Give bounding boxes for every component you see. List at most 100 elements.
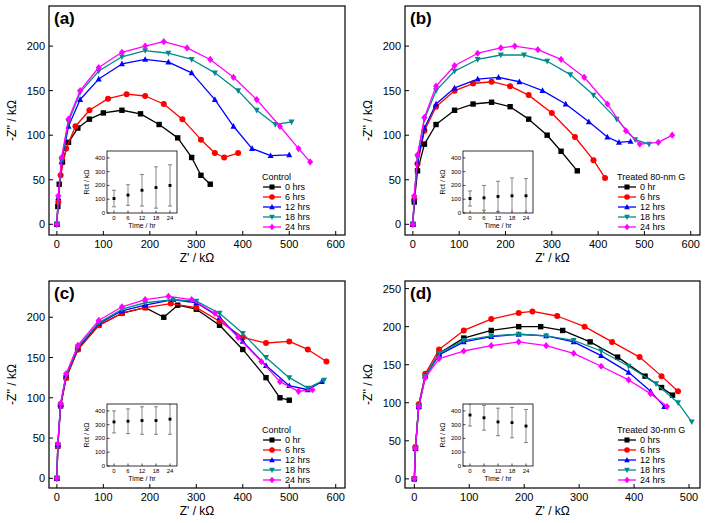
error-bar (140, 174, 144, 206)
inset-x-tick-label: 6 (482, 215, 486, 221)
series-line (57, 300, 322, 479)
panel: 0100200300400500050100150200250Z' / kΩ-Z… (361, 281, 700, 518)
inset-y-tick-label: 300 (451, 169, 462, 175)
error-bar (126, 409, 130, 434)
inset-y-tick (463, 438, 466, 439)
data-point (563, 101, 569, 107)
data-point (410, 222, 415, 227)
data-point (156, 122, 161, 127)
inset-y-tick (107, 199, 110, 200)
legend-label: 12 hrs (640, 202, 666, 212)
x-tick (634, 484, 635, 488)
x-tick-label: 200 (515, 491, 533, 503)
data-point (581, 74, 587, 81)
data-point (323, 359, 329, 365)
error-bar (482, 405, 486, 430)
data-point (179, 116, 185, 122)
legend-swatch-marker (269, 477, 275, 484)
y-tick-label: 150 (383, 359, 401, 371)
x-tick (335, 484, 336, 488)
y-tick-label: 200 (27, 40, 45, 52)
error-bar-cap (112, 432, 116, 433)
x-tick-label: 100 (460, 491, 478, 503)
legend: Control0 hr6 hrs12 hrs18 hrs24 hrs (262, 425, 311, 485)
data-point (512, 42, 518, 49)
y-tick (49, 90, 53, 91)
inset-data (112, 404, 172, 434)
data-point (664, 403, 670, 410)
inset-y-tick-label: 100 (95, 196, 106, 202)
y-tick-label: 200 (383, 40, 401, 52)
x-tick (469, 484, 470, 488)
inset-point (525, 425, 528, 428)
inset-x-tick-label: 0 (112, 215, 116, 221)
inset-x-tick (142, 211, 143, 214)
legend: Treated 30-nm G0 hrs6 hrs12 hrs18 hrs24 … (617, 425, 685, 485)
legend-swatch-marker (624, 477, 630, 484)
plot-data (410, 42, 675, 227)
x-tick-label: 500 (680, 491, 698, 503)
inset-point (127, 194, 130, 197)
data-point (54, 221, 60, 227)
data-point (240, 331, 246, 337)
legend-swatch-marker (269, 184, 274, 189)
data-point (105, 96, 111, 102)
data-point (648, 390, 654, 397)
error-bar (140, 407, 144, 435)
inset-point (483, 196, 486, 199)
x-tick (335, 231, 336, 235)
x-tick-label: 0 (411, 491, 417, 503)
data-point (286, 338, 292, 344)
plot-data (411, 308, 694, 482)
legend-label: 0 hrs (285, 182, 306, 192)
inset-x-axis-label: Time / hr (128, 222, 156, 229)
data-point (161, 101, 167, 107)
legend-swatch-marker (624, 184, 629, 189)
inset-x-tick (128, 464, 129, 467)
data-point (198, 137, 204, 143)
data-point (411, 475, 417, 482)
x-axis-label: Z' / kΩ (535, 504, 570, 518)
error-bar-stem (156, 407, 157, 435)
legend-label: 12 hrs (640, 455, 666, 465)
data-point (558, 149, 563, 154)
inset-x-tick-label: 12 (139, 468, 146, 474)
error-bar-cap (524, 442, 528, 443)
data-point (586, 119, 592, 125)
series-line (413, 82, 605, 225)
data-point (277, 123, 283, 130)
inset-x-tick (114, 211, 115, 214)
data-point (287, 398, 292, 403)
inset-x-tick-label: 12 (139, 215, 146, 221)
x-tick-label: 200 (141, 491, 159, 503)
x-tick-label: 200 (496, 238, 514, 250)
legend-title: Treated 30-nm G (617, 425, 685, 435)
inset-y-tick (463, 424, 466, 425)
y-axis-label: -Z'' / kΩ (361, 364, 375, 405)
series-line (57, 300, 324, 479)
data-point (516, 338, 522, 345)
x-tick-label: 400 (234, 491, 252, 503)
inset-point (155, 419, 158, 422)
data-point (268, 152, 274, 158)
data-point (587, 339, 592, 344)
data-point (96, 64, 102, 71)
y-tick (49, 46, 53, 47)
error-bar-cap (126, 184, 130, 185)
error-bar (510, 407, 514, 437)
data-point (452, 108, 457, 113)
data-point (189, 296, 195, 303)
data-point (230, 123, 236, 129)
series-line (57, 42, 310, 225)
inset-y-tick (107, 466, 110, 467)
legend-label: 0 hrs (640, 435, 661, 445)
x-tick (524, 484, 525, 488)
legend-label: 24 hrs (640, 222, 666, 232)
x-axis-label: Z' / kΩ (180, 504, 215, 518)
data-point (249, 145, 255, 151)
legend-label: 24 hrs (285, 475, 311, 485)
data-point (516, 332, 522, 338)
inset-y-tick-label: 400 (95, 155, 106, 161)
legend-swatch-marker (624, 437, 629, 442)
inset-y-tick (463, 410, 466, 411)
